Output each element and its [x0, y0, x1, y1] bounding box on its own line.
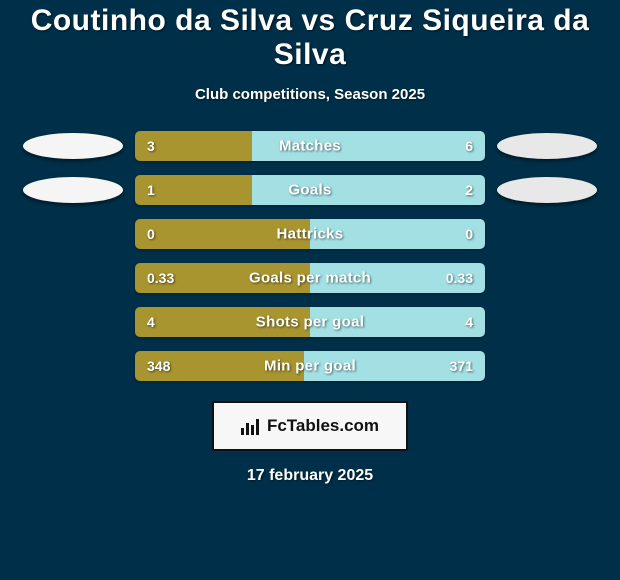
- bar-left-half: [135, 219, 310, 249]
- brand-badge: FcTables.com: [212, 401, 408, 451]
- bar-left-half: [135, 263, 310, 293]
- metric-row: 36Matches: [0, 131, 620, 161]
- comparison-card: Coutinho da Silva vs Cruz Siqueira da Si…: [0, 0, 620, 580]
- player-right-avatar: [497, 133, 597, 159]
- bar-right-half: [304, 351, 485, 381]
- card-title: Coutinho da Silva vs Cruz Siqueira da Si…: [0, 4, 620, 72]
- bar-left-half: [135, 131, 252, 161]
- bar-left-half: [135, 351, 304, 381]
- bars-icon: [241, 417, 261, 435]
- metric-bar: 348371Min per goal: [135, 351, 485, 381]
- metric-row: 00Hattricks: [0, 219, 620, 249]
- bar-left-half: [135, 175, 252, 205]
- bar-left-half: [135, 307, 310, 337]
- metric-row: 12Goals: [0, 175, 620, 205]
- bar-right-half: [310, 307, 485, 337]
- bar-right-half: [252, 131, 485, 161]
- player-right-avatar: [497, 177, 597, 203]
- brand-text: FcTables.com: [267, 416, 379, 436]
- metric-bar: 36Matches: [135, 131, 485, 161]
- metric-row: 348371Min per goal: [0, 351, 620, 381]
- card-subtitle: Club competitions, Season 2025: [195, 86, 425, 103]
- player-left-avatar: [23, 177, 123, 203]
- metric-bar: 0.330.33Goals per match: [135, 263, 485, 293]
- card-date: 17 february 2025: [247, 467, 373, 485]
- bar-right-half: [310, 219, 485, 249]
- metric-bar: 00Hattricks: [135, 219, 485, 249]
- metric-row: 0.330.33Goals per match: [0, 263, 620, 293]
- bar-right-half: [310, 263, 485, 293]
- metrics-list: 36Matches 12Goals 00Hattricks 0.330.33Goals…: [0, 131, 620, 395]
- metric-row: 44Shots per goal: [0, 307, 620, 337]
- bar-right-half: [252, 175, 485, 205]
- metric-bar: 12Goals: [135, 175, 485, 205]
- player-left-avatar: [23, 133, 123, 159]
- metric-bar: 44Shots per goal: [135, 307, 485, 337]
